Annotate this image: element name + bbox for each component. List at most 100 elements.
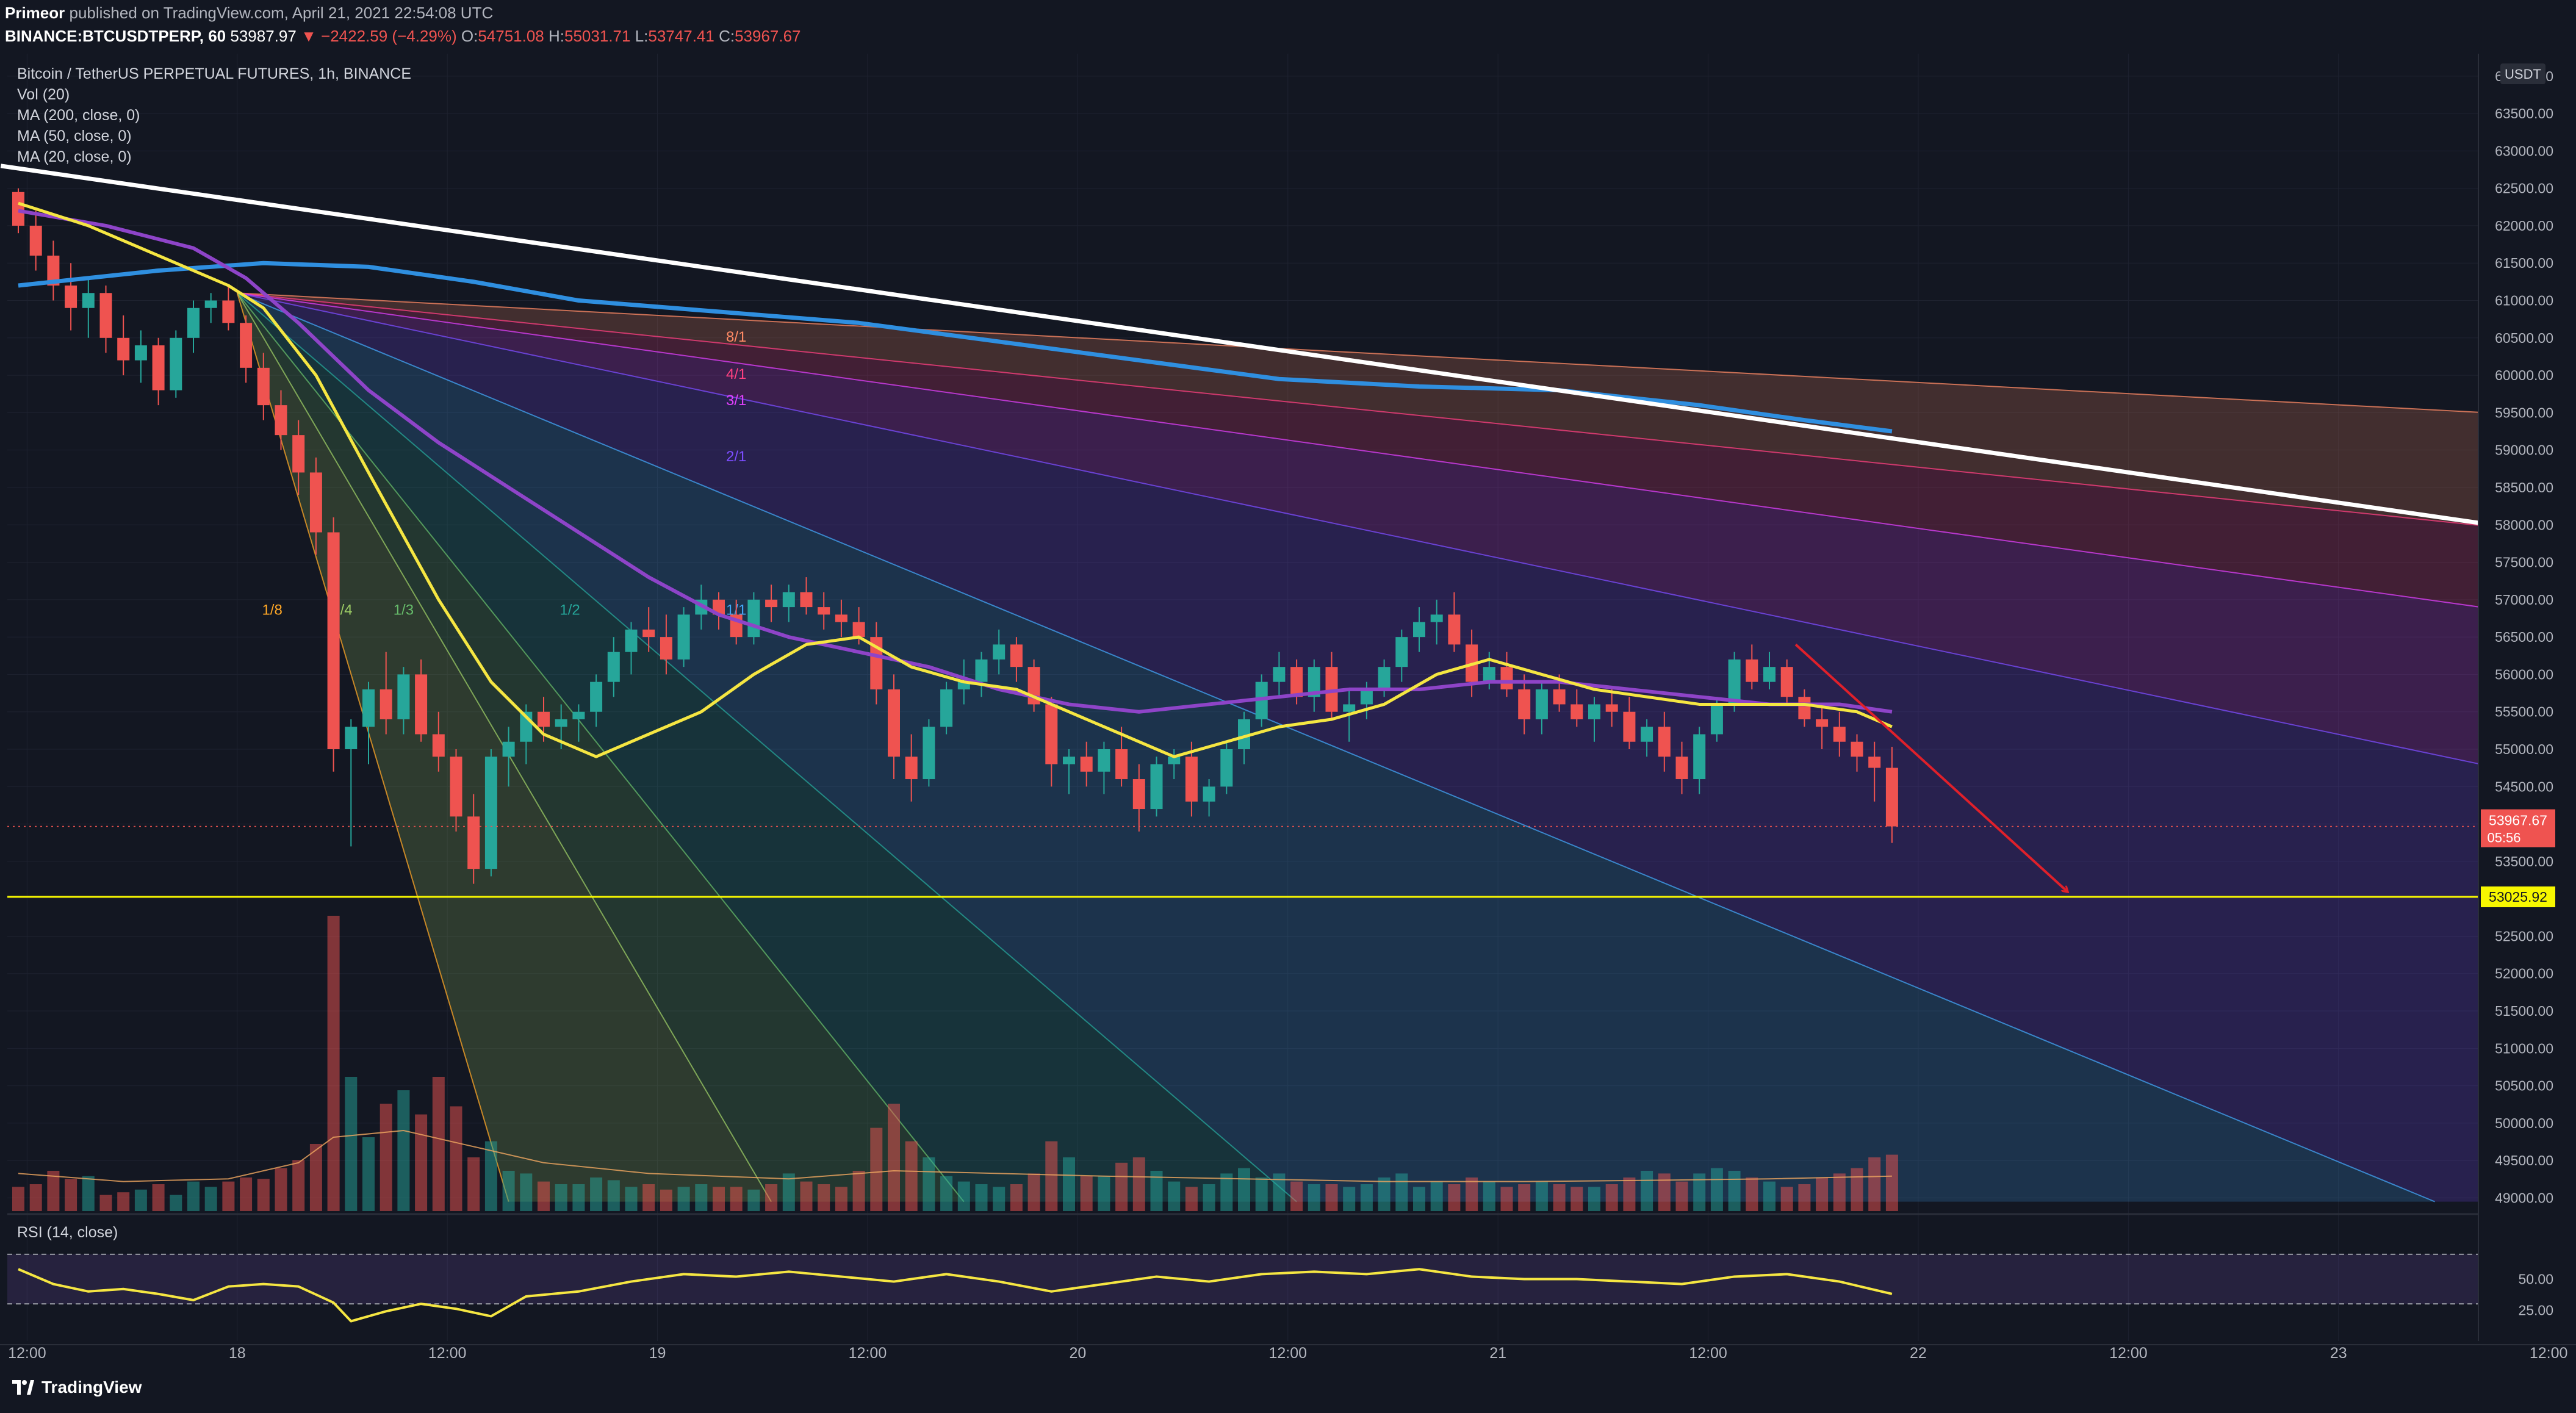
legend-ma20[interactable]: MA (20, close, 0) [17, 148, 132, 165]
volume-bar [1570, 1187, 1583, 1211]
volume-bar [99, 1195, 112, 1211]
candle-body [187, 307, 200, 338]
candle-body [240, 323, 253, 368]
volume-bar [82, 1176, 95, 1211]
rsi-legend[interactable]: RSI (14, close) [17, 1224, 118, 1241]
candle-body [1623, 711, 1636, 742]
volume-bar [327, 916, 340, 1211]
candle-body [1798, 697, 1811, 719]
volume-bar [1045, 1141, 1058, 1211]
volume-bar [695, 1184, 708, 1211]
candle-body [415, 674, 428, 735]
time-tick-label: 12:00 [428, 1345, 467, 1362]
candle-body [1430, 614, 1443, 622]
tradingview-logo-icon[interactable] [11, 1378, 35, 1397]
candle-body [1413, 622, 1425, 638]
volume-bar [1080, 1176, 1093, 1211]
price-tick-label: 61500.00 [2495, 255, 2553, 271]
price-tick-label: 49500.00 [2495, 1152, 2553, 1168]
time-tick-label: 12:00 [2109, 1345, 2148, 1362]
price-axis[interactable]: 49000.00 49500.00 50000.00 50500.00 51000.00… [2478, 54, 2576, 1341]
author-name[interactable]: Primeor [5, 4, 65, 22]
volume-bars [12, 916, 1898, 1211]
rsi-line [18, 1268, 1893, 1323]
candles [12, 188, 1898, 884]
volume-bar [1220, 1173, 1233, 1211]
last-price-badge [2481, 809, 2555, 847]
candle-body [800, 592, 813, 608]
volume-bar [800, 1181, 813, 1211]
candle-body [555, 719, 567, 727]
time-tick-label: 12:00 [2530, 1345, 2568, 1362]
indicator-legend: Bitcoin / TetherUS PERPETUAL FUTURES, 1h… [17, 63, 411, 167]
time-tick-label: 12:00 [8, 1345, 46, 1362]
candle-body [99, 293, 112, 338]
candle-body [1325, 667, 1338, 712]
volume-bar [1658, 1173, 1671, 1211]
volume-bar [29, 1184, 42, 1211]
open-value: 54751.08 [478, 27, 544, 45]
candle-body [204, 300, 217, 308]
volume-bar [1413, 1187, 1425, 1211]
candle-body [590, 681, 603, 712]
candle-body [1378, 667, 1391, 689]
candle-body [222, 300, 235, 323]
volume-bar [642, 1184, 655, 1211]
close-value: 53967.67 [735, 27, 801, 45]
volume-bar [1325, 1184, 1338, 1211]
volume-bar [1746, 1178, 1758, 1211]
time-tick-label: 18 [229, 1345, 246, 1362]
volume-bar [1868, 1157, 1881, 1211]
volume-bar [1483, 1181, 1495, 1211]
volume-bar [818, 1184, 830, 1211]
volume-bar [888, 1104, 900, 1211]
legend-volume[interactable]: Vol (20) [17, 86, 70, 103]
volume-bar [1430, 1181, 1443, 1211]
legend-ma200[interactable]: MA (200, close, 0) [17, 107, 140, 124]
price-tick-label: 60500.00 [2495, 330, 2553, 346]
gann-label: 1/8 [262, 602, 282, 618]
candle-body [660, 637, 672, 660]
rsi-pane [7, 1213, 2478, 1323]
candle-body [747, 599, 760, 638]
time-axis[interactable]: 12:00 18 12:00 19 12:00 20 12:00 21 12:00 22 12:00… [0, 1344, 2576, 1362]
candle-body [380, 689, 392, 719]
volume-bar [432, 1077, 445, 1211]
candle-body [1115, 749, 1128, 780]
volume-bar [590, 1178, 603, 1211]
candle-body [923, 727, 935, 780]
gann-label: 1/2 [559, 602, 580, 618]
volume-bar [1466, 1178, 1478, 1211]
price-tick-label: 57000.00 [2495, 592, 2553, 608]
volume-bar [1448, 1184, 1461, 1211]
low-value: 53747.41 [648, 27, 714, 45]
candle-body [1763, 667, 1775, 682]
high-value: 55031.71 [564, 27, 631, 45]
volume-bar [65, 1179, 77, 1211]
candle-body [345, 727, 358, 749]
price-tick-label: 52000.00 [2495, 966, 2553, 982]
time-tick-label: 21 [1489, 1345, 1506, 1362]
volume-bar [1588, 1187, 1600, 1211]
legend-ma50[interactable]: MA (50, close, 0) [17, 128, 132, 145]
rsi-tick-label: 25.00 [2518, 1302, 2553, 1318]
volume-bar [607, 1180, 620, 1211]
gann-label: 8/1 [726, 329, 746, 345]
volume-bar [1780, 1187, 1793, 1211]
candle-body [1203, 786, 1215, 802]
time-tick-label: 19 [649, 1345, 666, 1362]
chart-title: Bitcoin / TetherUS PERPETUAL FUTURES, 1h… [17, 65, 412, 82]
tradingview-brand[interactable]: TradingView [41, 1378, 142, 1397]
candle-body [1728, 659, 1741, 705]
volume-bar [397, 1090, 410, 1211]
candle-body [1851, 741, 1863, 757]
price-tick-label: 62000.00 [2495, 218, 2553, 234]
volume-bar [1203, 1184, 1215, 1211]
volume-bar [362, 1137, 375, 1211]
time-tick-label: 20 [1069, 1345, 1086, 1362]
volume-bar [1238, 1168, 1250, 1211]
candle-body [1885, 768, 1898, 827]
symbol-label: BINANCE:BTCUSDTPERP, 60 [5, 27, 226, 45]
ohlc-line: BINANCE:BTCUSDTPERP, 60 53987.97 ▼ −2422… [5, 27, 801, 46]
